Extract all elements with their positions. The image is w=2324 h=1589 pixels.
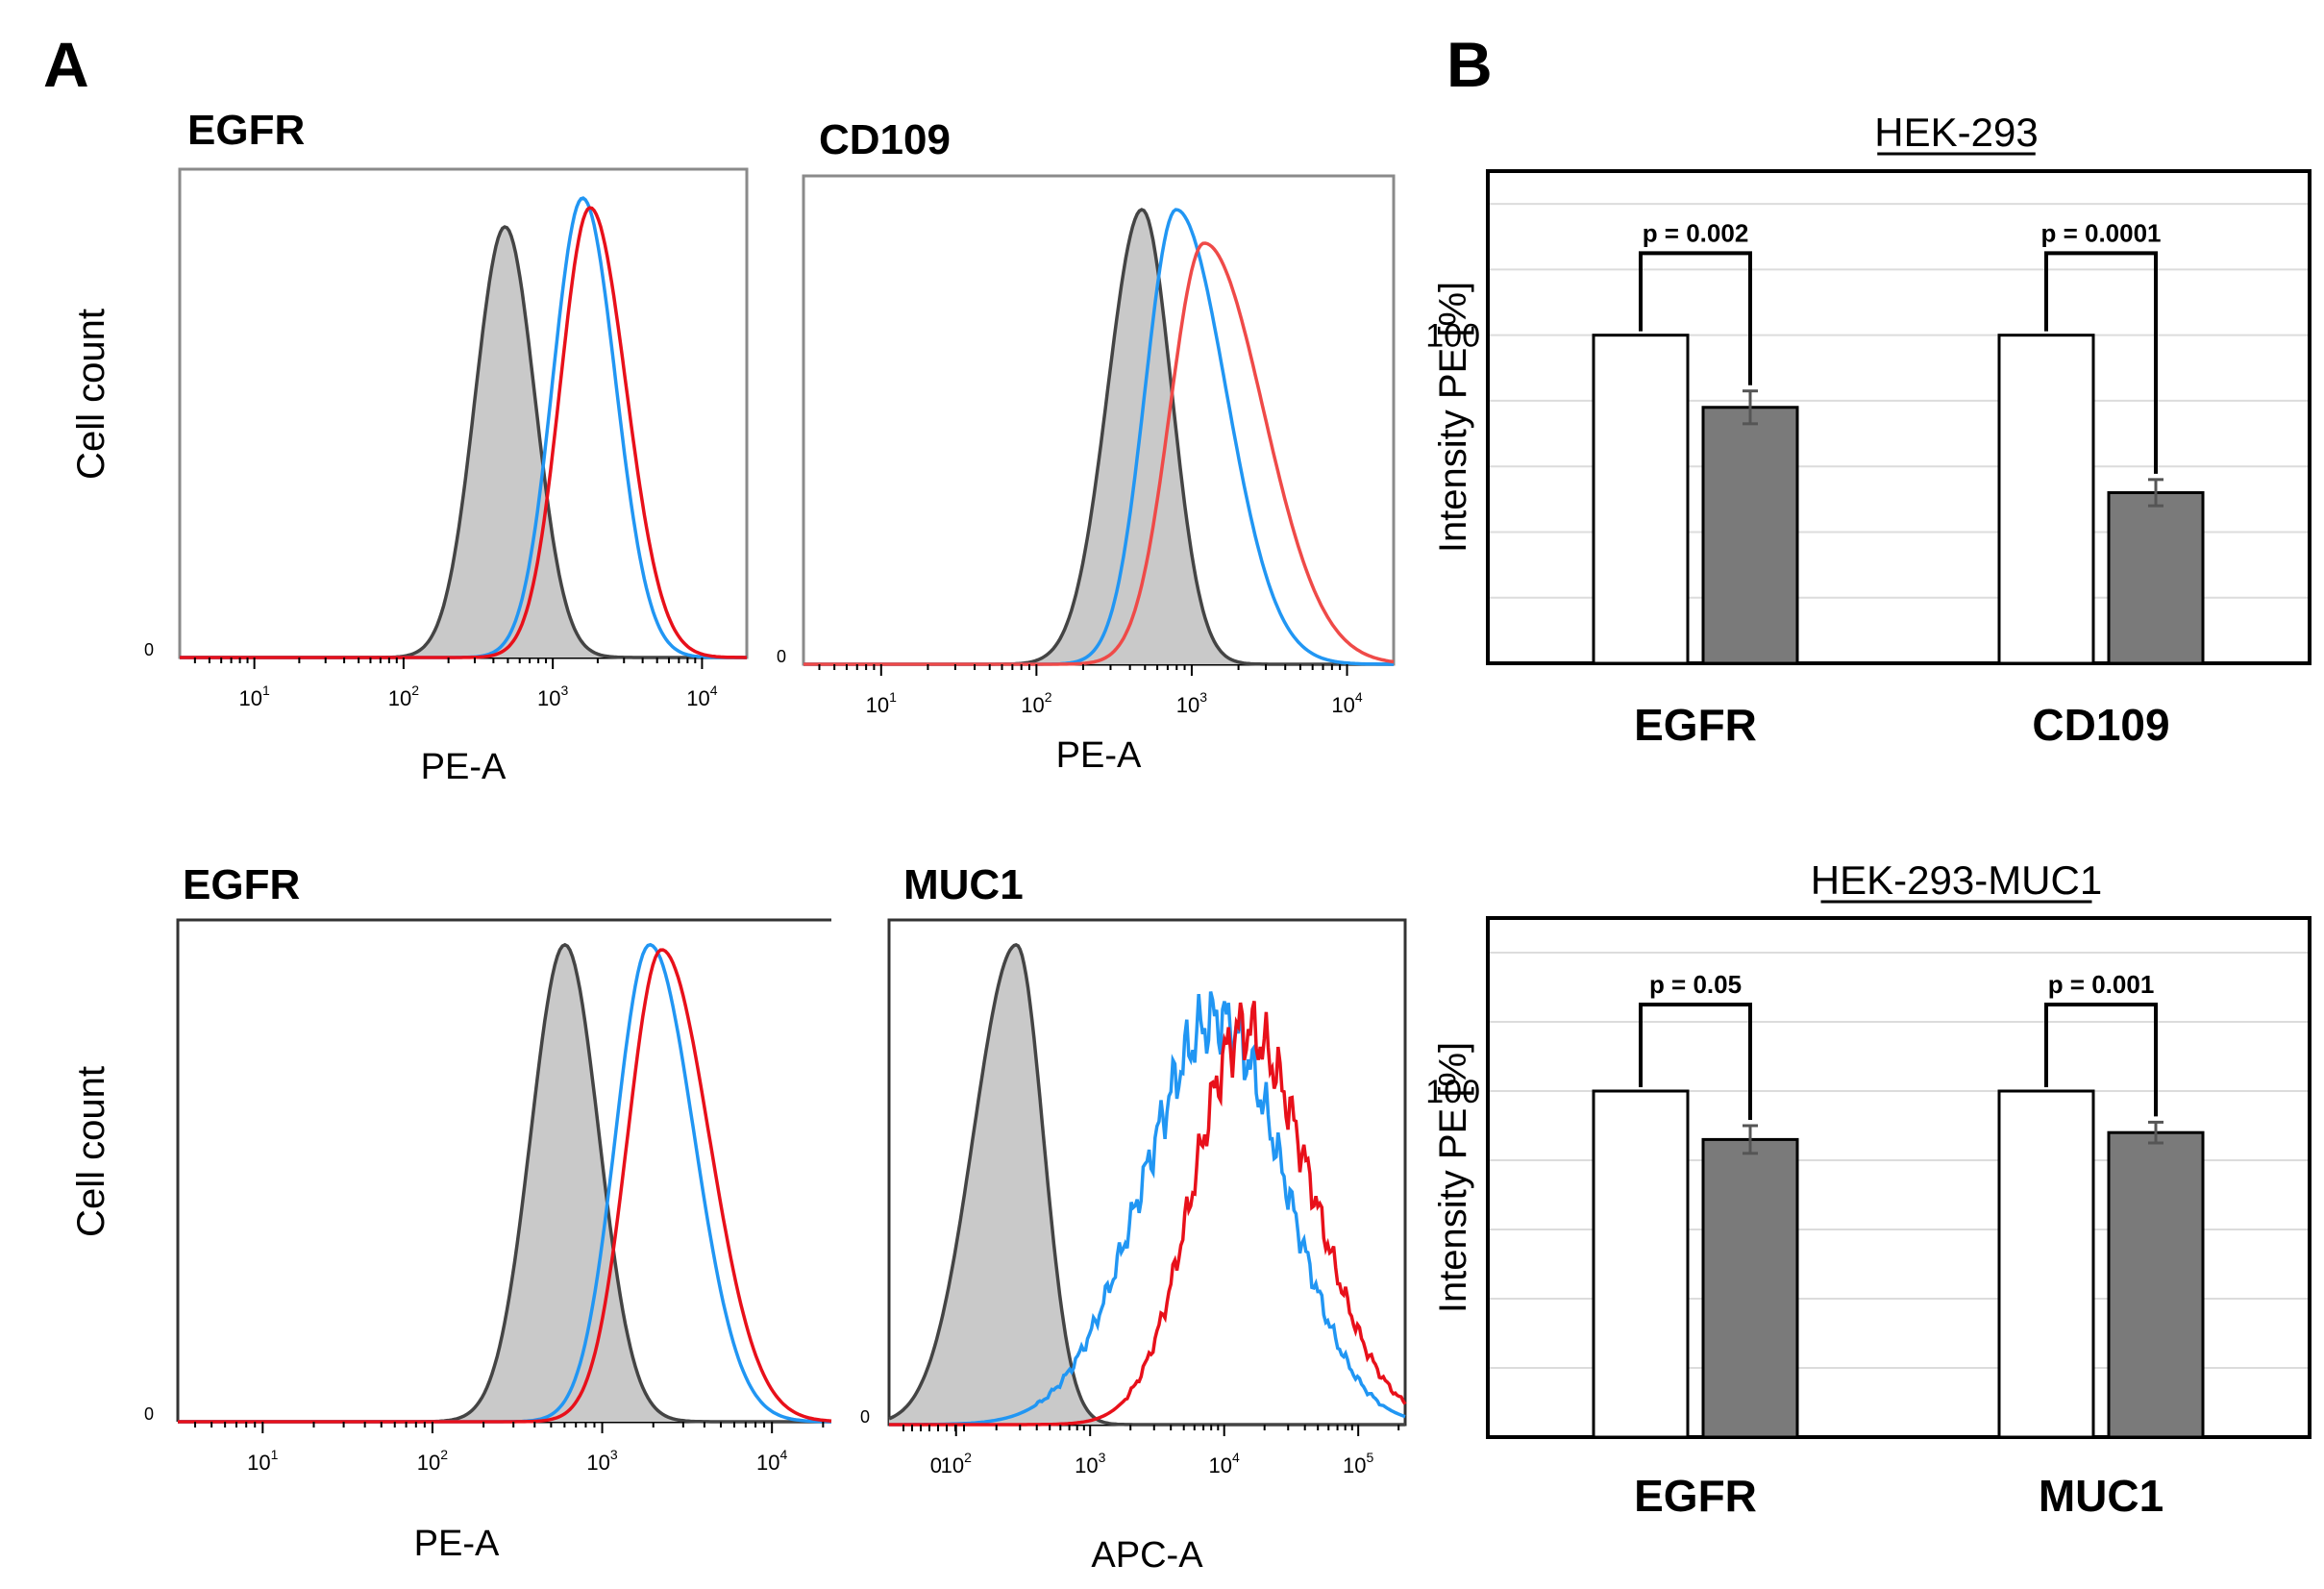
bar-chart-title: HEK-293	[1874, 110, 2038, 155]
y-axis-label: Intensity PE [%]	[1432, 282, 1474, 553]
bar-cd109-control	[1997, 334, 2095, 665]
x-axis-label: APC-A	[1091, 1535, 1203, 1576]
x-tick-label: 104	[686, 683, 717, 710]
y-tick-label: 100	[1425, 318, 1480, 355]
x-tick-label: 104	[756, 1447, 787, 1475]
histogram-curve-red	[804, 241, 1395, 666]
bar-plot-frame	[1486, 169, 2312, 665]
x-tick-label: 104	[1331, 689, 1362, 717]
category-label-cd109: CD109	[2032, 700, 2169, 750]
p-value-label: p = 0.05	[1649, 970, 1742, 999]
x-tick-label: 103	[1075, 1450, 1105, 1477]
significance-bracket	[2044, 251, 2158, 474]
histogram-fill-isotype	[804, 210, 1394, 664]
histogram-hist3: 101 102 103 104 0 EGFR PE-A Cell count	[70, 861, 832, 1564]
x-tick-label: 102	[941, 1450, 972, 1477]
bar-egfr-treated	[1701, 406, 1799, 665]
bar-cd109-treated	[2107, 491, 2205, 665]
x-axis-label: PE-A	[421, 747, 507, 787]
significance-bracket	[1639, 251, 1752, 385]
bar-chart-title: HEK-293-MUC1	[1811, 857, 2102, 903]
p-value-label: p = 0.0001	[2040, 218, 2161, 247]
significance-bracket	[1639, 1003, 1752, 1120]
histogram-curve-red	[180, 206, 747, 659]
panel-letter-a: A	[43, 29, 89, 100]
bar-plot-frame	[1486, 916, 2312, 1439]
y-zero-label: 0	[144, 640, 154, 659]
histogram-curve-red	[889, 1000, 1407, 1427]
significance-bracket	[2044, 1003, 2158, 1117]
x-tick-label: 102	[388, 683, 419, 710]
histogram-fill-isotype	[178, 944, 831, 1422]
x-tick-label: 101	[238, 683, 269, 710]
y-tick-label: 100	[1425, 1074, 1480, 1110]
bar-muc1-treated	[2107, 1130, 2205, 1439]
p-value-label: p = 0.001	[2048, 970, 2155, 999]
x-tick-label: 103	[586, 1447, 617, 1475]
x-tick-label: 101	[866, 689, 897, 717]
histogram-curve-isotype	[888, 943, 1405, 1427]
y-axis-label: Cell count	[70, 309, 112, 480]
x-tick-label: 102	[417, 1447, 448, 1475]
histogram-hist1: 101 102 103 104 0 EGFR PE-A Cell count	[70, 107, 749, 787]
x-tick-label: 101	[247, 1447, 278, 1475]
histogram-marker-title: MUC1	[903, 861, 1024, 908]
p-value-label: p = 0.002	[1643, 218, 1749, 247]
x-axis-label: PE-A	[414, 1524, 500, 1564]
x-tick-label: 105	[1343, 1450, 1373, 1477]
x-tick-label: 104	[1209, 1450, 1240, 1477]
x-tick-label: 103	[1176, 689, 1207, 717]
histogram-fill-isotype	[180, 227, 747, 658]
plot-frame	[176, 918, 831, 1422]
histogram-hist2: 101 102 103 104 0 CD109 PE-A	[777, 116, 1396, 776]
category-label-egfr: EGFR	[1634, 1471, 1757, 1521]
bar-egfr-treated	[1701, 1137, 1799, 1439]
x-axis-label: PE-A	[1056, 735, 1142, 776]
histogram-marker-title: EGFR	[183, 861, 300, 908]
y-zero-label: 0	[777, 647, 786, 666]
y-zero-label: 0	[860, 1407, 870, 1427]
panel-letter-b: B	[1446, 29, 1493, 100]
bar-muc1-control	[1997, 1089, 2095, 1439]
x-tick-label: 103	[537, 683, 568, 710]
histogram-marker-title: EGFR	[187, 107, 305, 154]
y-zero-label: 0	[144, 1404, 154, 1424]
category-label-muc1: MUC1	[2039, 1471, 2163, 1521]
histogram-curve-blue	[889, 991, 1406, 1427]
histogram-panels: 101 102 103 104 0 EGFR PE-A Cell count 101 102 103…	[70, 107, 1407, 1576]
histogram-curve-red	[178, 948, 832, 1424]
bar-egfr-control	[1592, 1089, 1690, 1439]
bar-egfr-control	[1592, 334, 1690, 665]
histogram-fill-isotype	[889, 944, 1405, 1425]
y-axis-label: Intensity PE [%]	[1432, 1042, 1474, 1313]
category-label-egfr: EGFR	[1634, 700, 1757, 750]
y-axis-label: Cell count	[70, 1066, 112, 1237]
x-tick-label: 0	[930, 1453, 942, 1477]
histogram-marker-title: CD109	[819, 116, 951, 163]
x-tick-label: 102	[1021, 689, 1051, 717]
